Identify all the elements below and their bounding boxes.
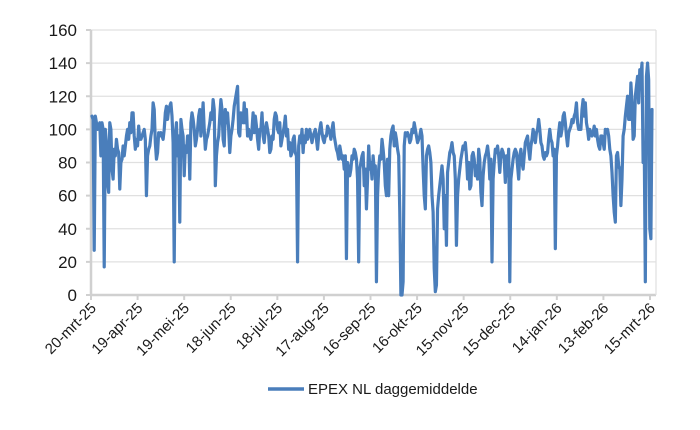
- y-tick-label: 120: [49, 87, 77, 106]
- y-tick-label: 60: [58, 187, 77, 206]
- y-tick-label: 20: [58, 253, 77, 272]
- y-tick-label: 40: [58, 220, 77, 239]
- x-tick-label: 18-jun-25: [183, 300, 240, 357]
- legend: EPEX NL daggemiddelde: [268, 381, 478, 398]
- y-tick-label: 0: [68, 286, 77, 305]
- x-tick-label: 15-mrt-26: [601, 300, 659, 358]
- plot-area: [90, 61, 654, 297]
- y-tick-label: 140: [49, 54, 77, 73]
- legend-label: EPEX NL daggemiddelde: [308, 381, 478, 398]
- series-line-epex-nl: [90, 61, 654, 297]
- y-tick-label: 160: [49, 21, 77, 40]
- y-axis: 0 20 40 60 80 100 120 140 160: [49, 21, 93, 305]
- x-axis: 20-mrt-2519-apr-2519-mei-2518-jun-2518-j…: [42, 295, 659, 360]
- y-tick-label: 80: [58, 154, 77, 173]
- y-tick-label: 100: [49, 120, 77, 139]
